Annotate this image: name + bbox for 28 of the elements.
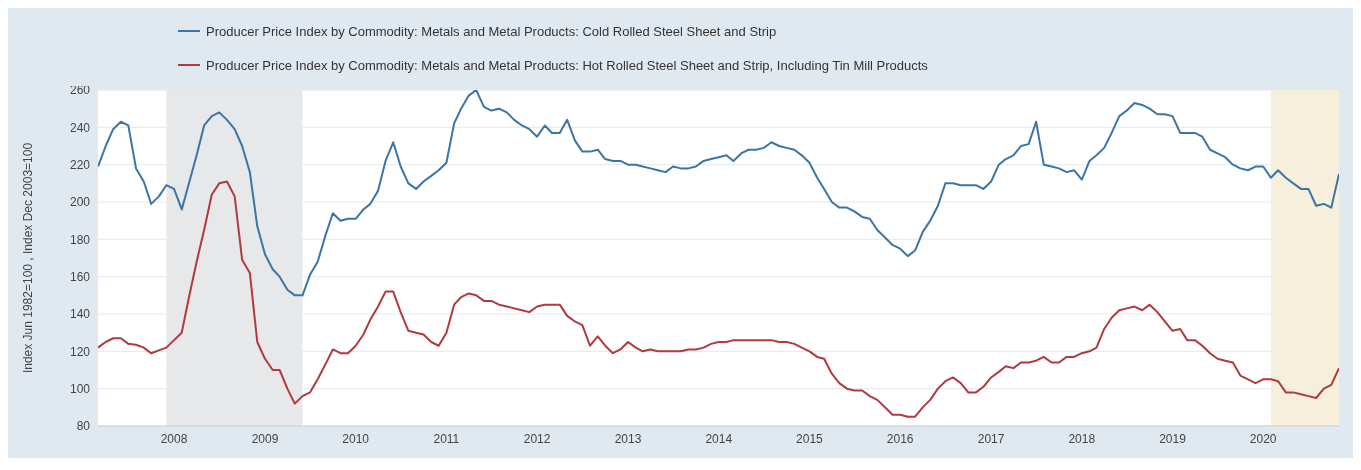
y-tick-label: 220 <box>69 157 91 172</box>
y-tick-label: 160 <box>69 269 91 284</box>
x-tick-label: 2014 <box>705 431 733 446</box>
legend-label: Producer Price Index by Commodity: Metals and Metal Products: Cold Rolled Steel Sheet and Strip <box>206 23 777 39</box>
x-tick-label: 2008 <box>160 431 188 446</box>
y-tick-label: 140 <box>69 307 91 322</box>
x-tick-label: 2019 <box>1159 431 1187 446</box>
y-axis-title: Index Jun 1982=100 , Index Dec 2003=100 <box>21 142 36 374</box>
x-tick-label: 2011 <box>433 431 460 446</box>
x-tick-label: 2013 <box>614 431 642 446</box>
x-tick-label: 2012 <box>523 431 551 446</box>
line-series <box>98 180 1339 418</box>
y-tick-label: 100 <box>69 381 91 396</box>
x-tick-label: 2018 <box>1068 431 1096 446</box>
x-tick-label: 2017 <box>977 431 1005 446</box>
legend-label: Producer Price Index by Commodity: Metals and Metal Products: Hot Rolled Steel Sheet and Strip, Including Tin Mill Products <box>206 57 928 73</box>
x-tick-label: 2009 <box>251 431 279 446</box>
y-tick-label: 260 <box>69 83 91 98</box>
y-tick-label: 120 <box>69 344 91 359</box>
y-tick-label: 80 <box>76 419 91 434</box>
y-tick-label: 200 <box>69 195 91 210</box>
x-tick-label: 2020 <box>1249 431 1277 446</box>
y-tick-label: 240 <box>69 120 91 135</box>
x-tick-label: 2015 <box>796 431 824 446</box>
y-tick-label: 180 <box>69 232 91 247</box>
x-tick-label: 2016 <box>886 431 914 446</box>
line-series <box>98 90 1339 297</box>
x-tick-label: 2010 <box>342 431 370 446</box>
